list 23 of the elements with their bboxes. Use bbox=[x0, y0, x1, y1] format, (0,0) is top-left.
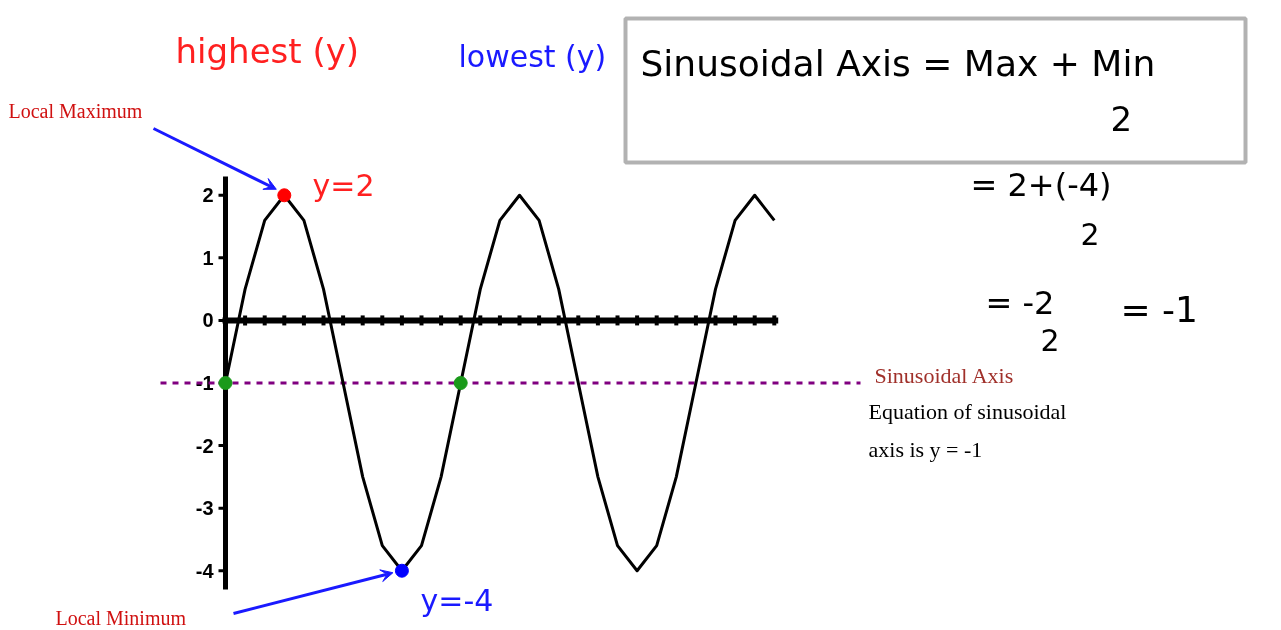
y-tick-label: -4 bbox=[195, 559, 215, 582]
text: 2 bbox=[1110, 98, 1133, 139]
annotation: y=-4 bbox=[420, 583, 494, 618]
text: axis is y = -1 bbox=[868, 436, 983, 462]
text: lowest (y) bbox=[458, 38, 607, 74]
text: = -2 bbox=[985, 283, 1055, 322]
text: highest (y) bbox=[175, 30, 360, 71]
text: Sinusoidal Axis = Max + Min bbox=[640, 42, 1156, 84]
y-tick-label: 0 bbox=[202, 309, 214, 332]
text: Local Maximum bbox=[8, 99, 143, 122]
y-tick-label: -2 bbox=[195, 434, 214, 457]
ref-line-label: Sinusoidal Axis bbox=[874, 362, 1014, 388]
text: Equation of sinusoidal bbox=[868, 398, 1067, 424]
text: 2 bbox=[1080, 216, 1100, 252]
y-tick-label: 1 bbox=[202, 246, 214, 269]
y-tick-label: 2 bbox=[202, 184, 214, 207]
text: 2 bbox=[1040, 322, 1060, 358]
text: = -1 bbox=[1120, 288, 1199, 330]
text: Local Minimum bbox=[55, 606, 187, 629]
annotation: y=2 bbox=[312, 168, 375, 203]
y-tick-label: -1 bbox=[195, 372, 214, 394]
y-tick-label: -3 bbox=[195, 497, 214, 520]
text: = 2+(-4) bbox=[970, 165, 1112, 204]
